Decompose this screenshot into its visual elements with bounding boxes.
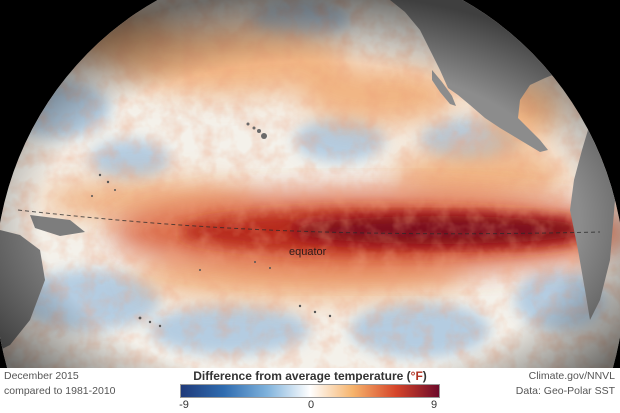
legend-title-unit: °F [410,369,423,383]
legend-title-prefix: Difference from average temperature ( [193,369,411,383]
caption-date: December 2015 [4,370,79,382]
legend-color-bar [180,384,440,398]
caption-baseline: compared to 1981-2010 [4,385,116,397]
globe-limb-shading [0,0,620,368]
map-footer: December 2015 compared to 1981-2010 Diff… [0,368,620,413]
legend-title-suffix: ) [422,369,427,383]
source-credit: Climate.gov/NNVL [528,370,615,382]
data-credit: Data: Geo-Polar SST [515,385,615,397]
legend-mid-label: 0 [307,399,315,411]
equator-label: equator [289,246,327,258]
legend-title: Difference from average temperature (°F) [180,369,440,383]
legend-min-label: -9 [179,399,189,411]
legend-max-label: 9 [430,399,438,411]
sea-surface-temperature-map: equator [0,0,620,368]
